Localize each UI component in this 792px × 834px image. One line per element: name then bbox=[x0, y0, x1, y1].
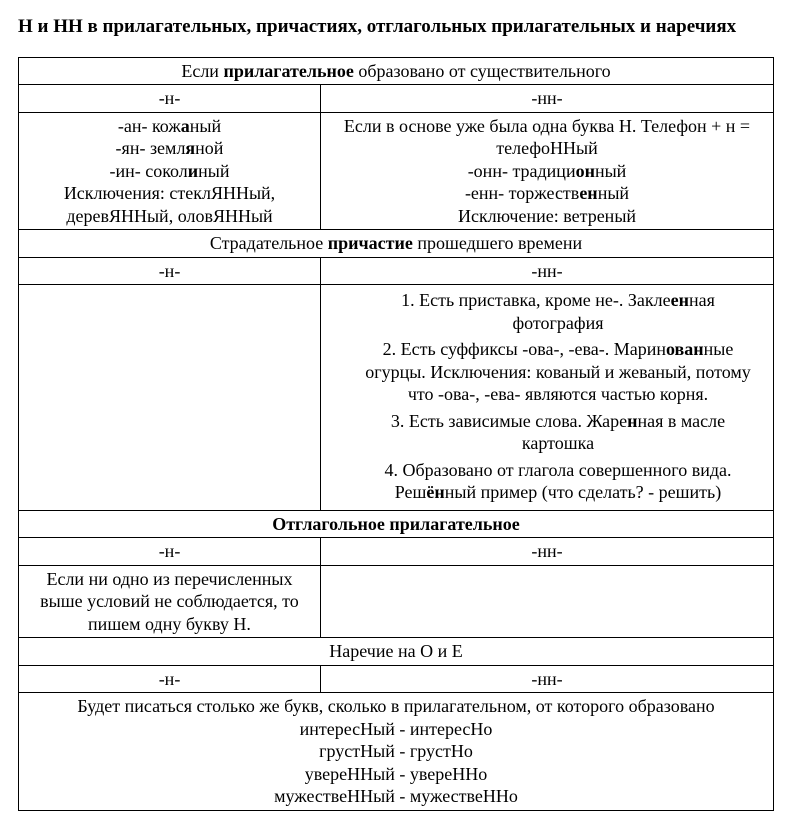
s2-rule-3: Есть зависимые слова. Жаренная в масле к… bbox=[357, 410, 759, 455]
s1-col-nn: -нн- bbox=[321, 85, 774, 113]
rules-table: Если прилагательное образовано от сущест… bbox=[18, 57, 774, 811]
s3-col-nn: -нн- bbox=[321, 538, 774, 566]
section2-header: Страдательное причастие прошедшего време… bbox=[19, 230, 774, 258]
s2-rule-2: Есть суффиксы -ова-, -ева-. Маринованные… bbox=[357, 338, 759, 406]
s2-col-n: -н- bbox=[19, 257, 321, 285]
section1-header: Если прилагательное образовано от сущест… bbox=[19, 57, 774, 85]
s4-body: Будет писаться столько же букв, сколько … bbox=[19, 693, 774, 811]
s3-right bbox=[321, 565, 774, 638]
page-title: Н и НН в прилагательных, причастиях, отг… bbox=[18, 16, 774, 39]
section4-header: Наречие на О и Е bbox=[19, 638, 774, 666]
s3-col-n: -н- bbox=[19, 538, 321, 566]
s2-col-nn: -нн- bbox=[321, 257, 774, 285]
s4-col-n: -н- bbox=[19, 665, 321, 693]
s2-rule-4: Образовано от глагола совершенного вида.… bbox=[357, 459, 759, 504]
s3-left: Если ни одно из перечисленных выше услов… bbox=[19, 565, 321, 638]
s1-col-n: -н- bbox=[19, 85, 321, 113]
s2-left bbox=[19, 285, 321, 511]
section3-header: Отглагольное прилагательное bbox=[19, 510, 774, 538]
s1-right: Если в основе уже была одна буква Н. Тел… bbox=[321, 112, 774, 230]
s2-right: Есть приставка, кроме не-. Заклеенная фо… bbox=[321, 285, 774, 511]
s4-col-nn: -нн- bbox=[321, 665, 774, 693]
s1-left: -ан- кожаный -ян- земляной -ин- соколины… bbox=[19, 112, 321, 230]
s2-rule-1: Есть приставка, кроме не-. Заклеенная фо… bbox=[357, 289, 759, 334]
